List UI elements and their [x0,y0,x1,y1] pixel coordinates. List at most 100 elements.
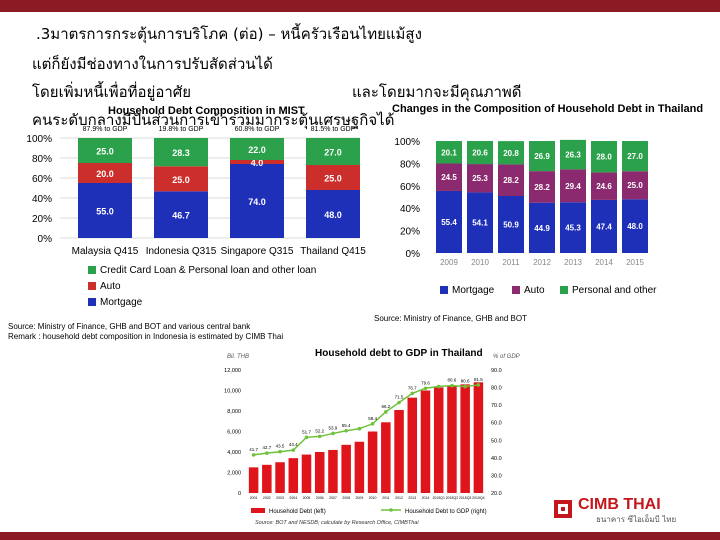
chart3-bar-household-debt [367,431,378,493]
chart1-xtick: Singapore Q315 [221,246,294,257]
chart3-bar-household-debt [328,449,338,493]
chart3-xtick: 2015Q1 [432,496,445,500]
chart2-data-label: 55.4 [441,218,457,227]
chart3-xtick: 2009 [355,496,363,500]
chart1-bar-credit [154,138,208,167]
chart3-xtick: 2012 [395,496,403,500]
chart3-xtick: 2001 [250,496,258,500]
chart3-line-label: 41.7 [249,447,258,452]
chart1-ytick: 80% [32,154,52,165]
chart2-data-label: 20.6 [472,149,488,158]
chart2-data-label: 24.6 [596,182,612,191]
chart1-data-label: 25.0 [172,175,190,185]
chart3-line-label: 52.2 [315,428,324,433]
chart3-line-point [357,426,362,431]
chart2-xtick: 2011 [502,258,520,267]
chart1-ytick: 60% [32,174,52,185]
headline-line-3b: และโดยมากจะมีคุณภาพดี [352,83,522,101]
chart3-legend-gdp: Household Debt to GDP (right) [405,509,487,515]
chart3-y2tick: 30.0 [491,473,502,479]
chart3-line-label: 42.7 [262,445,271,450]
chart2-bar-auto [436,163,462,191]
chart2-data-label: 26.3 [565,151,581,160]
chart2-bar-auto [467,164,493,193]
logo-brand-text: CIMB THAI [578,496,661,513]
chart3-y2tick: 50.0 [491,438,502,444]
chart1-legend-credit: Credit Card Loan & Personal loan and oth… [88,265,316,276]
chart1-xtick: Malaysia Q415 [72,246,139,257]
chart2-xtick: 2014 [595,258,613,267]
bottom-accent-bar [0,532,720,540]
chart1-data-label: 55.0 [96,207,114,217]
chart3-line-label: 76.7 [408,385,417,390]
headline-line-3a: โดยเพิ่มหนี้เพื่อที่อยู่อาศัย [32,83,192,101]
chart3-xtick: 2008 [342,496,350,500]
chart3-y2label: % of GDP [493,354,520,360]
chart1-svg: 0% 20% 40% 60% 80% 100% 55.0 20.0 25.0 87.9% to G… [26,126,366,257]
chart3-line-point [384,410,388,414]
chart1-data-label: 25.0 [324,174,342,184]
chart3-xtick: 2002 [263,496,271,500]
chart2-data-label: 20.8 [503,149,519,158]
chart1-bar-mortgage [230,164,284,238]
chart1-bar-mortgage [154,191,208,238]
cimb-logo-mark [554,500,572,518]
chart1-data-label: 28.3 [172,148,190,158]
chart1-top-label: 87.9% to GDP [83,126,128,133]
chart3-ytick: 10,000 [224,389,241,395]
chart2-ytick: 20% [400,227,420,238]
chart3-line-point [344,428,348,433]
chart3-line-point [476,383,481,387]
chart3-line-label: 79.6 [421,380,430,385]
headline-line-2: แต่ก็ยังมีช่องทางในการปรับสัดส่วนได้ [32,55,273,73]
chart1-bar-credit [230,138,284,160]
chart3-title: Household debt to GDP in Thailand [315,348,483,359]
chart3-legend-swatch-debt [251,508,265,513]
chart3-bar-household-debt [473,382,484,493]
chart2-bar-personal [560,139,586,170]
chart1-legend-auto: Auto [88,281,121,292]
chart2-data-label: 47.4 [596,222,612,231]
chart3-xtick: 2010 [369,496,377,500]
chart1-data-label: 22.0 [248,145,266,155]
chart2-data-label: 48.0 [627,222,643,231]
chart2-ytick: 0% [406,249,421,260]
chart2-bar-personal [529,141,555,172]
chart3-xtick: 2015Q4 [472,496,485,500]
chart1-top-label: 60.8% to GDP [235,126,280,133]
chart3-line-label: 55.4 [342,423,351,428]
chart2-data-label: 24.5 [441,173,457,182]
chart2-title: Changes in the Composition of Household … [392,103,704,115]
chart1-bar-credit [78,138,132,163]
chart2-data-label: 45.3 [565,224,581,233]
chart3-ylabel: Bil. THB [227,354,249,360]
chart3-line-label: 44.4 [289,442,298,447]
chart3-xtick: 2003 [276,496,284,500]
chart2-bar-mortgage [498,195,524,253]
chart3-bar-household-debt [460,384,470,493]
chart2-data-label: 27.0 [627,152,643,161]
chart1-data-label: 20.0 [96,169,114,179]
chart3-bar-household-debt [341,444,351,493]
chart2-bar-personal [498,141,524,165]
chart2-xtick: 2012 [533,258,551,267]
chart3-bar-household-debt [288,458,299,493]
chart3-bar-household-debt [447,386,457,493]
chart1-ytick: 40% [32,194,52,205]
chart3-line-point [423,386,428,391]
chart3-line-point [463,384,467,389]
chart3-xtick: 2015Q3 [459,496,472,500]
chart2-data-label: 28.2 [534,183,550,192]
chart2-bar-auto [560,169,586,203]
chart3-line-label: 71.5 [395,395,404,400]
chart2-data-label: 20.1 [441,148,457,157]
chart3-xtick: 2004 [289,496,297,500]
chart2-bar-personal [622,141,648,172]
chart1-data-label: 74.0 [248,197,266,207]
chart3-xtick: 2006 [316,496,324,500]
chart3-line-point [436,384,441,389]
chart3-source: Source: BOT and NESDB; calculate by Rese… [255,520,419,526]
chart3-y2tick: 80.0 [491,386,502,392]
chart3-ytick: 0 [238,491,241,497]
chart1-data-label: 4.0 [251,158,264,168]
